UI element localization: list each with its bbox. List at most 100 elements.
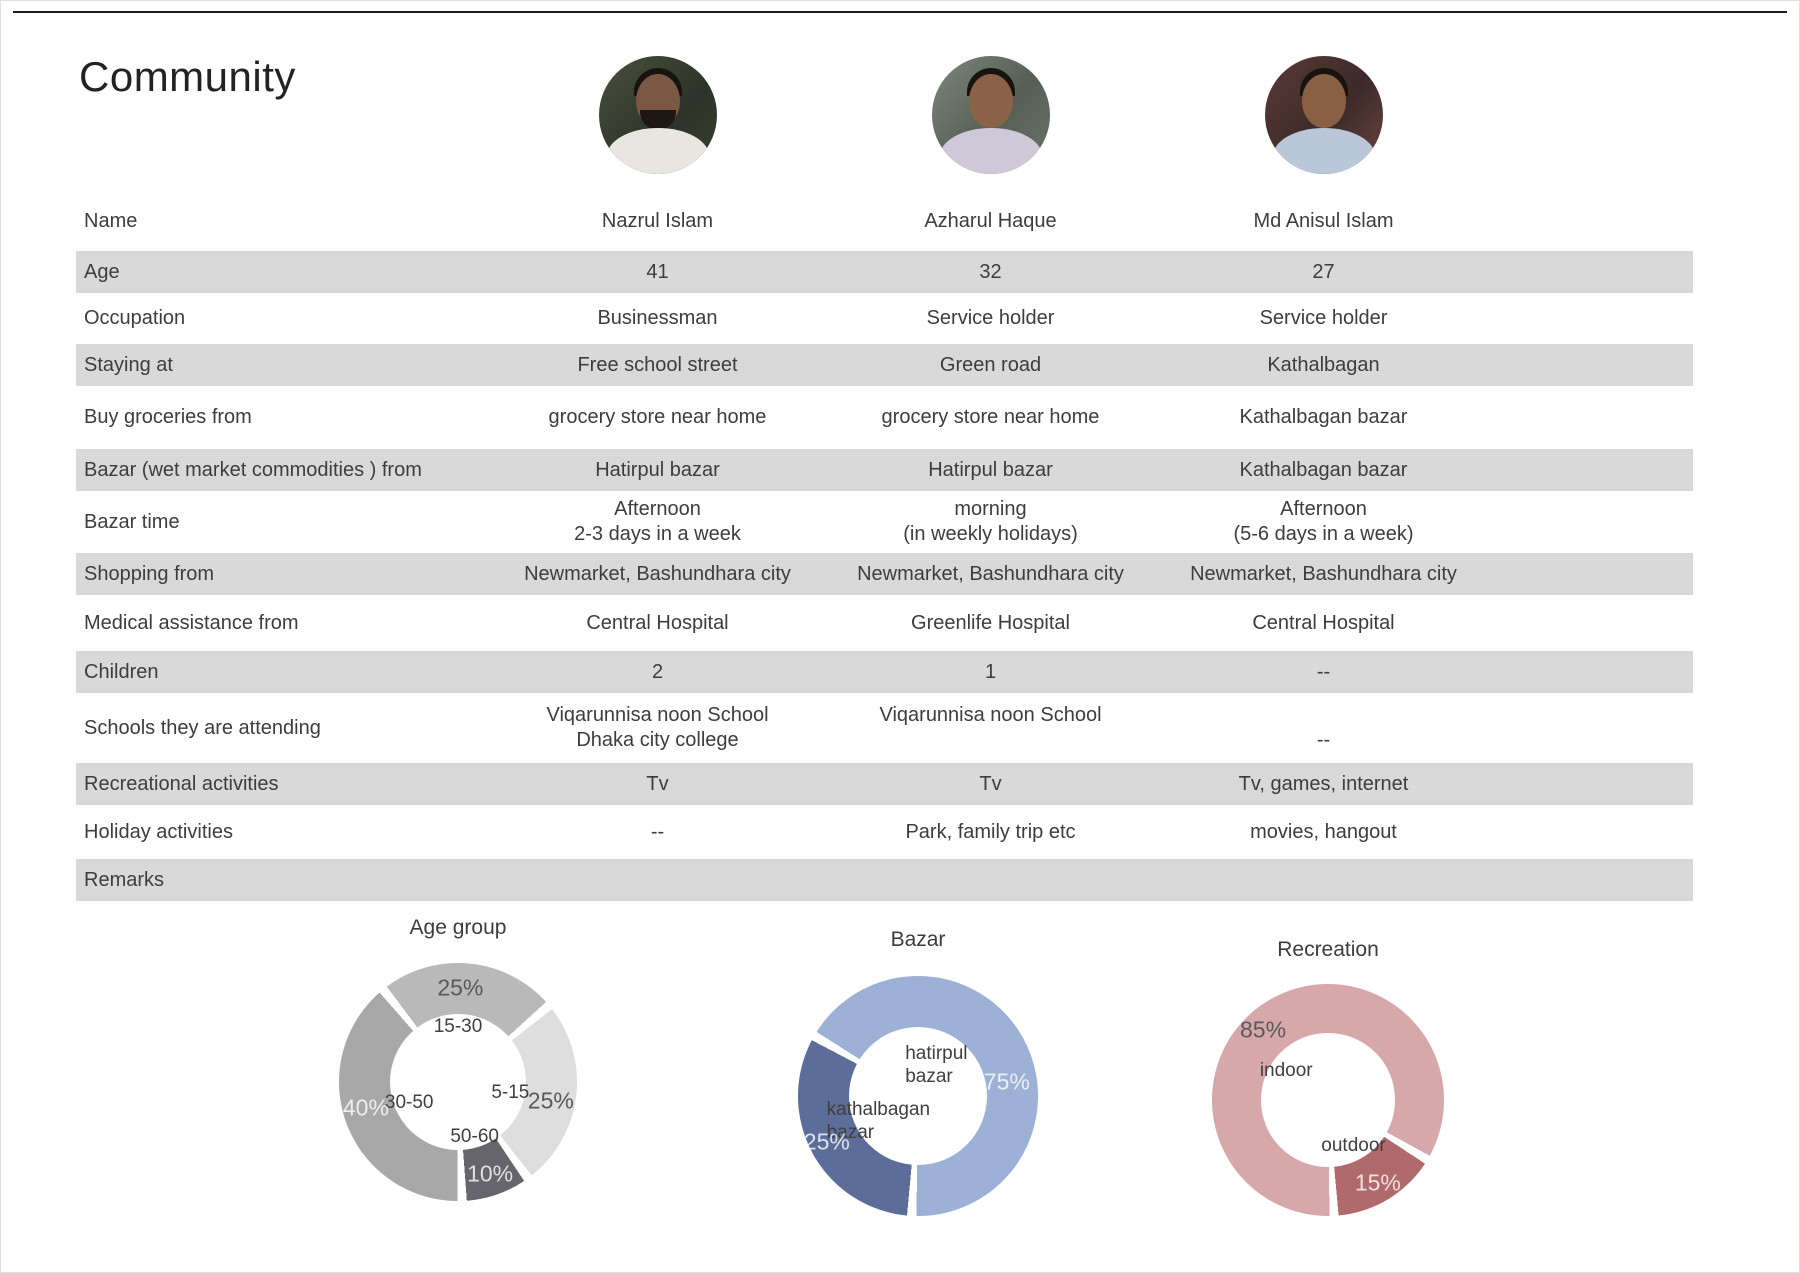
cell-value: Afternoon (5-6 days in a week) — [1233, 498, 1414, 545]
cell-value: Newmarket, Bashundhara city — [1190, 562, 1457, 585]
table-row-occupation: Occupation Businessman Service holder Se… — [76, 293, 1693, 344]
row-label: Schools they are attending — [84, 716, 321, 739]
avatar-photo-nazrul — [599, 56, 717, 174]
chart-bazar: Bazar hatirpul bazar 75% kathalbagan baz… — [748, 925, 1088, 1216]
segment-label-indoor: indoor — [1259, 1060, 1313, 1081]
table-row-age: Age 41 32 27 — [76, 251, 1693, 293]
cell-value: Afternoon 2-3 days in a week — [574, 498, 741, 545]
pct-label-15-30: 25% — [437, 974, 484, 1001]
row-label: Shopping from — [84, 562, 215, 585]
row-label: Buy groceries from — [84, 406, 252, 428]
chart-recreation: Recreation 85% indoor outdoor 15% — [1163, 935, 1493, 1216]
row-label: Remarks — [84, 868, 165, 891]
table-row-recreational-activities: Recreational activities Tv Tv Tv, games,… — [76, 763, 1693, 805]
cell-value: 2 — [651, 660, 664, 683]
cell-value: Nazrul Islam — [601, 209, 714, 232]
table-row-name: Name Nazrul Islam Azharul Haque Md Anisu… — [76, 191, 1693, 251]
cell-value: Newmarket, Bashundhara city — [857, 562, 1124, 585]
segment-label-30-50: 30-50 — [384, 1092, 434, 1114]
segment-label-outdoor: outdoor — [1321, 1135, 1386, 1157]
segment-label-50-60: 50-60 — [450, 1125, 499, 1147]
row-label: Age — [84, 260, 120, 283]
cell-value: Businessman — [597, 307, 718, 329]
table-row-remarks: Remarks — [76, 859, 1693, 901]
row-label: Bazar (wet market commodities ) from — [84, 458, 422, 481]
cell-value: movies, hangout — [1250, 820, 1397, 843]
cell-value: 27 — [1312, 260, 1335, 283]
avatar-photo-azharul — [932, 56, 1050, 174]
table-row-shopping-from: Shopping from Newmarket, Bashundhara cit… — [76, 553, 1693, 595]
table-row-bazar-from: Bazar (wet market commodities ) from Hat… — [76, 449, 1693, 491]
cell-value: Park, family trip etc — [905, 820, 1076, 843]
pct-label-30-50: 40% — [342, 1094, 389, 1121]
avatar-shirt — [1273, 128, 1375, 174]
recreation-donut: 85% indoor outdoor 15% — [1212, 984, 1444, 1216]
cell-value: 1 — [984, 660, 997, 683]
pct-label-kathalbagan: 25% — [803, 1128, 850, 1155]
comparison-table: Name Nazrul Islam Azharul Haque Md Anisu… — [76, 191, 1693, 901]
cell-value: Free school street — [577, 353, 738, 376]
cell-value: 41 — [646, 260, 669, 283]
cell-value: Kathalbagan bazar — [1239, 406, 1408, 428]
row-label: Staying at — [84, 353, 173, 376]
cell-value: Service holder — [1259, 307, 1388, 329]
segment-label-kathalbagan: kathalbagan bazar — [826, 1099, 931, 1144]
cell-value: Kathalbagan — [1267, 353, 1380, 376]
avatar-face — [1302, 74, 1346, 128]
cell-value: -- — [650, 820, 665, 843]
table-row-schools: Schools they are attending Viqarunnisa n… — [76, 693, 1693, 763]
bazar-donut: hatirpul bazar 75% kathalbagan bazar 25% — [798, 976, 1038, 1216]
cell-value: Greenlife Hospital — [911, 611, 1070, 634]
segment-label-5-15: 5-15 — [491, 1081, 530, 1103]
cell-value: Md Anisul Islam — [1253, 209, 1394, 232]
table-row-medical-assistance: Medical assistance from Central Hospital… — [76, 595, 1693, 651]
row-label: Children — [84, 660, 159, 683]
table-row-holiday-activities: Holiday activities -- Park, family trip … — [76, 805, 1693, 859]
cell-value: Green road — [939, 353, 1042, 376]
page-title: Community — [79, 53, 296, 100]
cell-value: Newmarket, Bashundhara city — [524, 562, 791, 585]
cell-value: grocery store near home — [881, 406, 1100, 428]
row-label: Holiday activities — [84, 820, 233, 843]
chart-title: Age group — [409, 916, 507, 939]
cell-value: Kathalbagan bazar — [1239, 458, 1408, 481]
cell-value: morning (in weekly holidays) — [903, 498, 1078, 545]
pct-label-hatirpul: 75% — [983, 1068, 1030, 1095]
cell-value: Tv — [646, 772, 669, 795]
table-row-children: Children 2 1 -- — [76, 651, 1693, 693]
cell-value: Tv — [979, 772, 1002, 795]
row-label: Occupation — [84, 307, 186, 329]
cell-value: grocery store near home — [548, 406, 767, 428]
avatar-face — [969, 74, 1013, 128]
avatar-beard — [640, 110, 676, 130]
table-row-buy-groceries-from: Buy groceries from grocery store near ho… — [76, 386, 1693, 449]
chart-title: Bazar — [890, 928, 946, 951]
pct-label-50-60: 10% — [467, 1160, 514, 1187]
chart-age-group: Age group 25% 15-30 5-15 25% 50-60 10% 3… — [288, 913, 628, 1201]
cell-value: Viqarunnisa noon School Dhaka city colle… — [546, 704, 769, 751]
cell-value: -- — [1316, 729, 1331, 751]
cell-value: Central Hospital — [1252, 611, 1395, 634]
row-label: Recreational activities — [84, 772, 279, 795]
segment-label-15-30: 15-30 — [433, 1016, 483, 1038]
cell-value: -- — [1316, 660, 1331, 683]
pct-label-indoor: 85% — [1240, 1016, 1287, 1043]
avatar-shirt — [607, 128, 709, 174]
cell-value: Hatirpul bazar — [595, 458, 720, 481]
row-label: Medical assistance from — [84, 611, 299, 634]
cell-value: Azharul Haque — [924, 209, 1057, 232]
cell-value: Hatirpul bazar — [928, 458, 1053, 481]
row-label: Name — [84, 209, 138, 232]
segment-label-hatirpul: hatirpul bazar — [905, 1043, 968, 1087]
pct-label-outdoor: 15% — [1354, 1169, 1401, 1196]
pct-label-5-15: 25% — [527, 1087, 574, 1114]
chart-title: Recreation — [1277, 938, 1379, 961]
cell-value: Service holder — [926, 307, 1055, 329]
table-row-staying-at: Staying at Free school street Green road… — [76, 344, 1693, 386]
cell-value: Viqarunnisa noon School — [879, 704, 1102, 726]
cell-value: Central Hospital — [586, 611, 729, 634]
top-border-rule — [13, 11, 1787, 13]
avatar-photo-anisul — [1265, 56, 1383, 174]
cell-value: 32 — [979, 260, 1002, 283]
